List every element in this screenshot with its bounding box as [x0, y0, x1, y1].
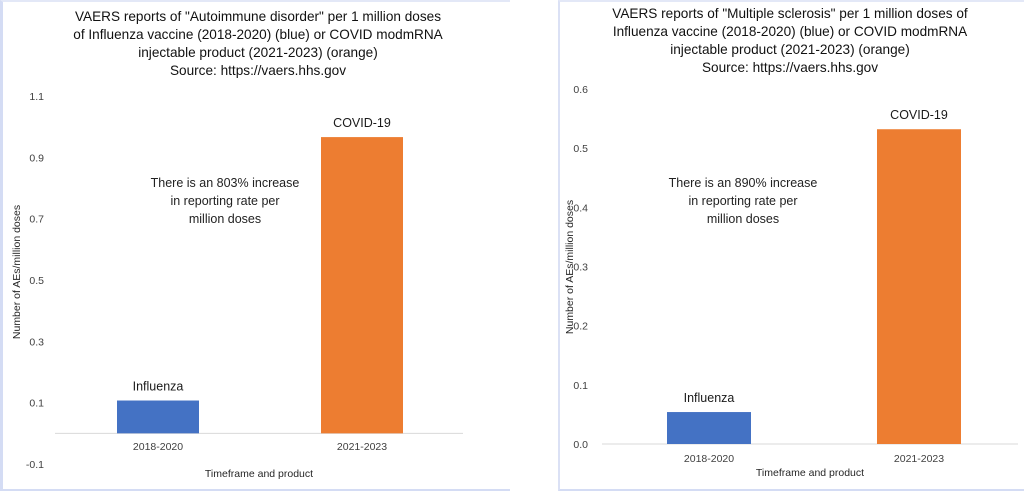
- chart-title-line: VAERS reports of "Multiple sclerosis" pe…: [612, 6, 968, 21]
- y-tick-label: 0.6: [573, 84, 588, 96]
- annotation-text: million doses: [189, 212, 261, 226]
- bar-chart-multiple-sclerosis: 0.0 0.1 0.2 0.3 0.4 0.5 0.6 Influenza 2018-2020 C…: [564, 84, 1018, 479]
- bar-data-label: COVID-19: [333, 116, 391, 130]
- y-axis-title: Number of AEs/million doses: [11, 205, 23, 339]
- bar-data-label: Influenza: [684, 391, 735, 405]
- annotation-text: There is an 803% increase: [151, 176, 300, 190]
- bar-chart-autoimmune: -0.1 0.1 0.3 0.5 0.7 0.9 1.1 Influenza 2018-2020…: [11, 91, 463, 480]
- y-axis-title: Number of AEs/million doses: [564, 200, 576, 334]
- bar-2021-2023: [877, 129, 961, 444]
- chart-title-line: injectable product (2021-2023) (orange): [138, 45, 378, 60]
- chart-title-line: VAERS reports of "Autoimmune disorder" p…: [74, 9, 441, 24]
- x-axis-title: Timeframe and product: [205, 468, 313, 480]
- y-tick-label: -0.1: [26, 459, 44, 471]
- y-tick-label: 0.7: [29, 214, 44, 226]
- y-tick-label: 0.3: [29, 336, 44, 348]
- chart-title-line: Influenza vaccine (2018-2020) (blue) or …: [612, 24, 968, 39]
- y-tick-label: 0.5: [573, 143, 588, 155]
- x-tick-label: 2018-2020: [684, 453, 734, 465]
- x-tick-label: 2021-2023: [894, 453, 944, 465]
- chart-title-line: of Influenza vaccine (2018-2020) (blue) …: [73, 27, 443, 42]
- chart-title: VAERS reports of "Multiple sclerosis" pe…: [570, 5, 1010, 77]
- y-tick-label: 1.1: [29, 91, 44, 103]
- y-tick-label: 0.0: [573, 439, 588, 451]
- y-tick-label: 0.2: [573, 321, 588, 333]
- chart-title-line: Source: https://vaers.hhs.gov: [701, 60, 879, 75]
- bar-2021-2023: [321, 137, 403, 434]
- chart-panel-autoimmune: VAERS reports of "Autoimmune disorder" p…: [0, 0, 510, 491]
- annotation-text: There is an 890% increase: [669, 176, 818, 190]
- annotation-text: in reporting rate per: [688, 194, 797, 208]
- chart-panel-multiple-sclerosis: VAERS reports of "Multiple sclerosis" pe…: [558, 0, 1024, 491]
- x-tick-label: 2018-2020: [133, 441, 183, 453]
- bar-data-label: Influenza: [133, 380, 184, 394]
- bar-2018-2020: [117, 400, 199, 434]
- y-tick-label: 0.4: [573, 202, 588, 214]
- annotation-text: in reporting rate per: [170, 194, 279, 208]
- bar-data-label: COVID-19: [890, 108, 948, 122]
- y-tick-label: 0.1: [573, 380, 588, 392]
- x-tick-label: 2021-2023: [337, 441, 387, 453]
- bar-2018-2020: [667, 412, 751, 444]
- chart-title-line: Source: https://vaers.hhs.gov: [169, 63, 347, 78]
- y-tick-label: 0.9: [29, 152, 44, 164]
- annotation-text: million doses: [707, 212, 779, 226]
- chart-title: VAERS reports of "Autoimmune disorder" p…: [33, 8, 483, 80]
- y-tick-label: 0.5: [29, 275, 44, 287]
- y-tick-label: 0.1: [29, 398, 44, 410]
- y-tick-label: 0.3: [573, 262, 588, 274]
- chart-title-line: injectable product (2021-2023) (orange): [670, 42, 910, 57]
- x-axis-title: Timeframe and product: [756, 467, 864, 479]
